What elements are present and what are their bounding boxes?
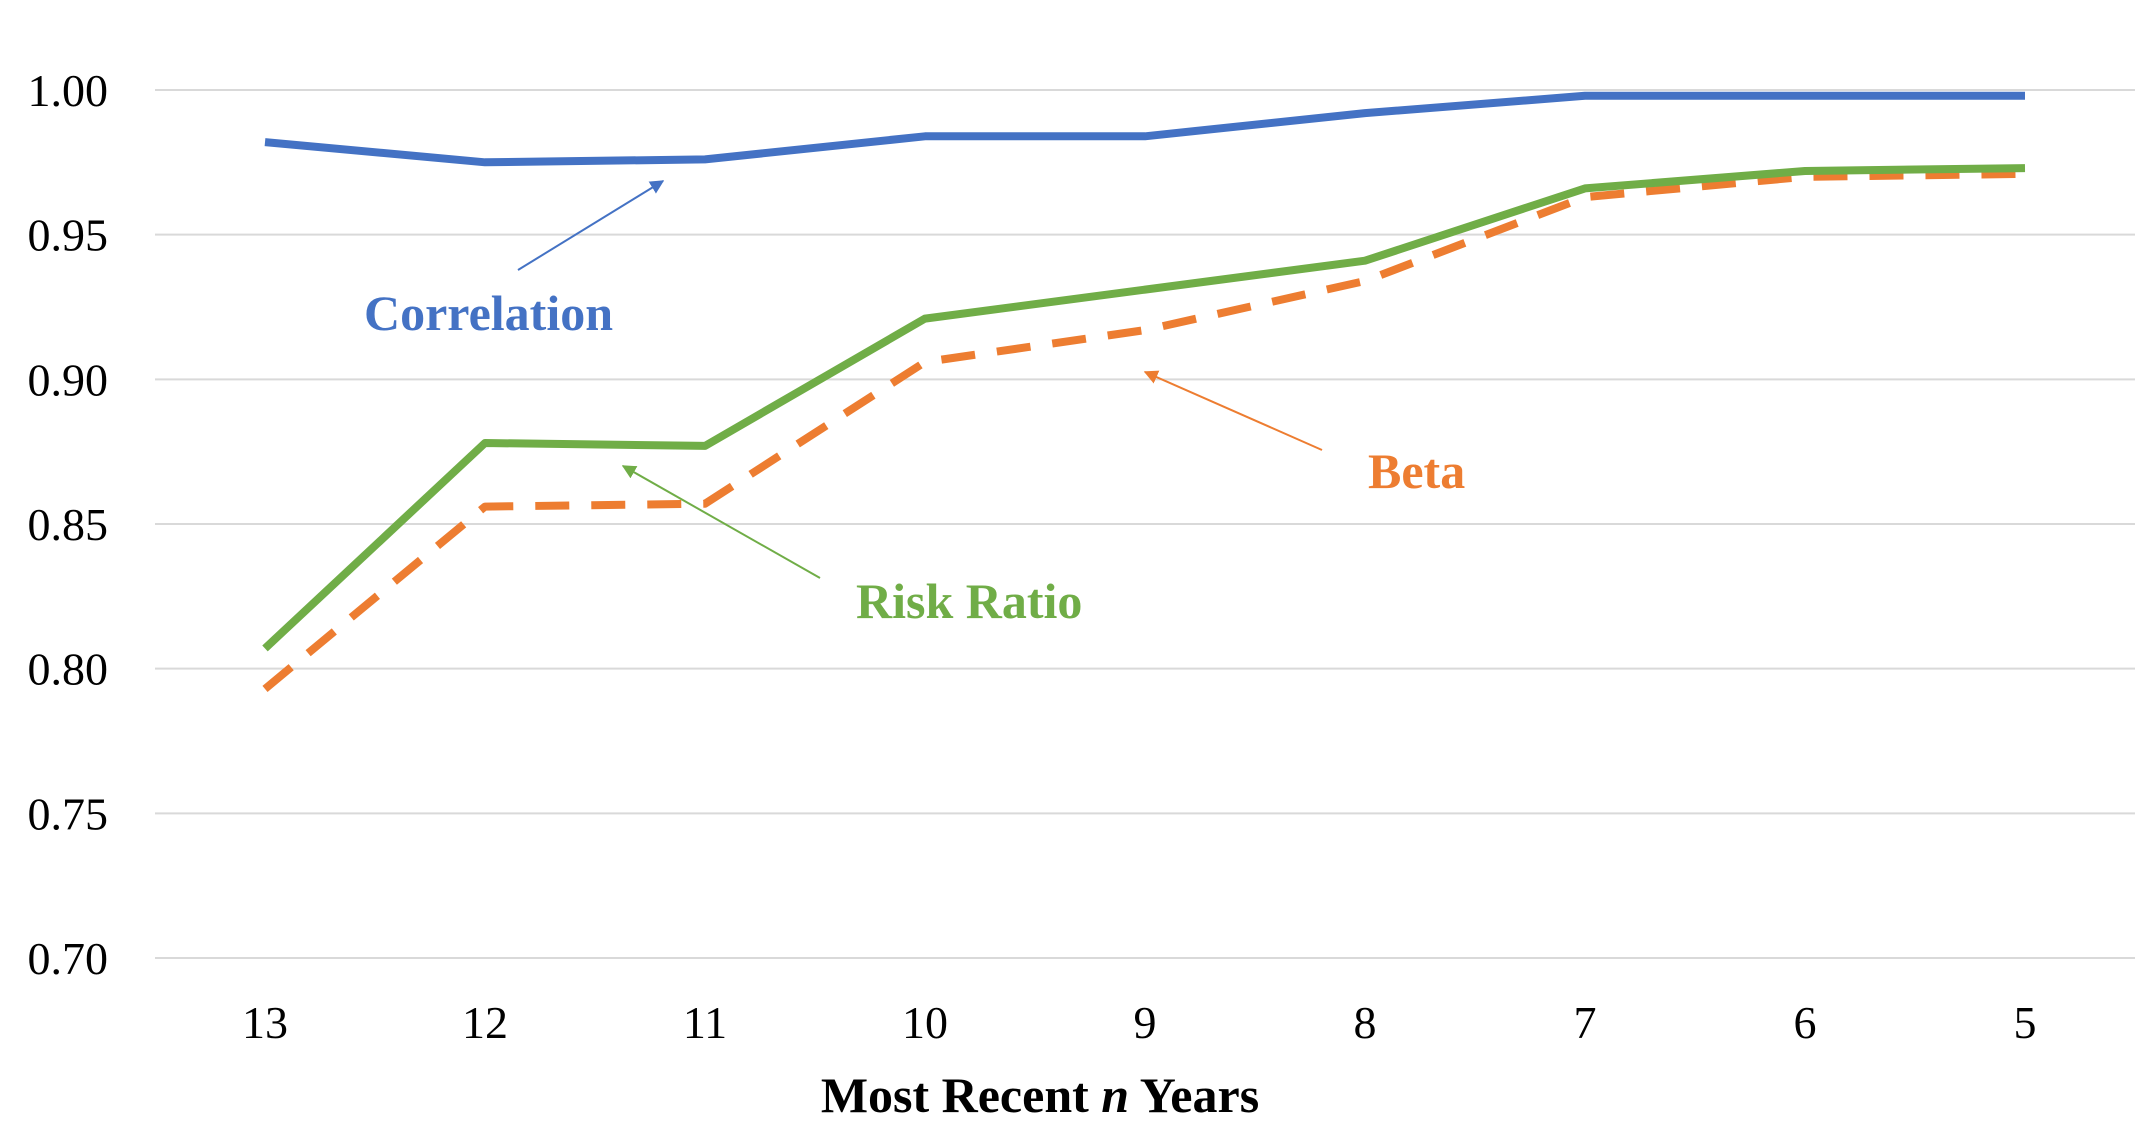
x-tick-label: 12 [462, 997, 508, 1048]
risk-ratio-line [262, 164, 2026, 652]
series-lines [262, 91, 2026, 692]
risk-ratio-arrow [621, 465, 821, 579]
y-tick-label: 0.95 [28, 210, 109, 261]
y-tick-label: 0.90 [28, 354, 109, 405]
correlation-line [264, 91, 2025, 167]
x-tick-label: 8 [1354, 997, 1377, 1048]
y-tick-label: 1.00 [28, 65, 109, 116]
y-tick-label: 0.75 [28, 788, 109, 839]
x-tick-label: 11 [683, 997, 727, 1048]
x-tick-label: 9 [1134, 997, 1157, 1048]
x-axis-title: Most Recent n Years [821, 1067, 1259, 1123]
x-tick-label: 5 [2014, 997, 2037, 1048]
x-tick-label: 6 [1794, 997, 1817, 1048]
y-tick-label: 0.85 [28, 499, 109, 550]
correlation-label: Correlation [364, 285, 613, 341]
x-tick-label: 7 [1574, 997, 1597, 1048]
x-tick-label: 13 [242, 997, 288, 1048]
y-axis-tick-labels: 0.70 0.75 0.80 0.85 0.90 0.95 1.00 [28, 65, 109, 984]
annotations: Correlation Risk Ratio Beta [364, 180, 1465, 629]
beta-label: Beta [1368, 443, 1465, 499]
risk-ratio-label: Risk Ratio [856, 573, 1082, 629]
x-axis-tick-labels: 13 12 11 10 9 8 7 6 5 [242, 997, 2037, 1048]
beta-arrow [1143, 370, 1323, 451]
correlation-arrow [517, 180, 665, 271]
y-tick-label: 0.80 [28, 644, 109, 695]
x-tick-label: 10 [902, 997, 948, 1048]
gridlines [155, 89, 2135, 959]
y-tick-label: 0.70 [28, 933, 109, 984]
beta-line [262, 169, 2026, 692]
